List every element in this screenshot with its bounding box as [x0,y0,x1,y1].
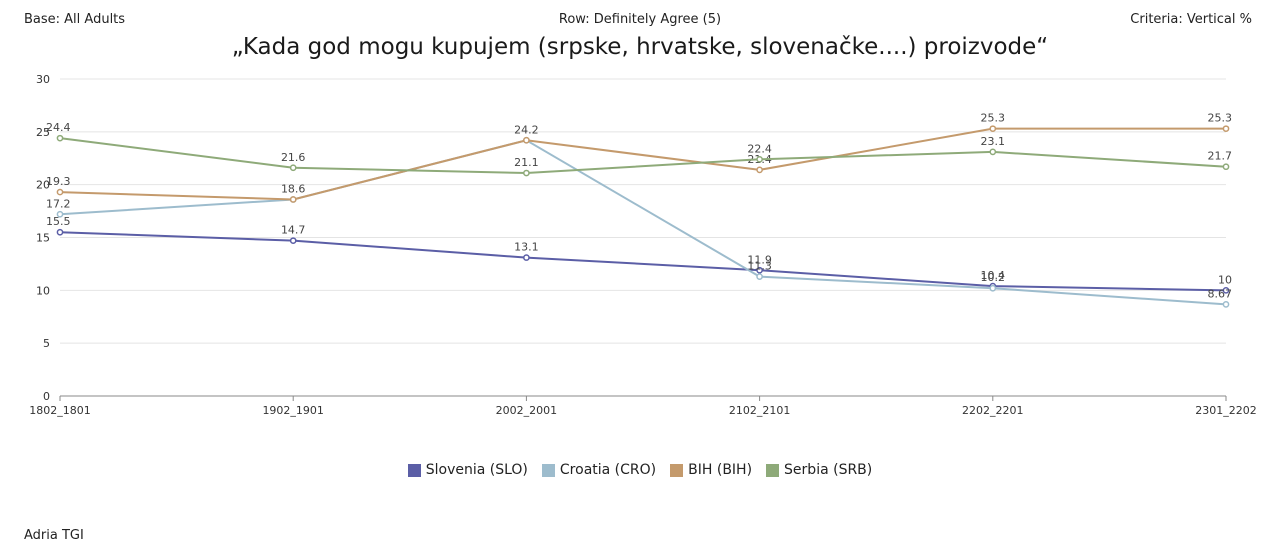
data-point-slovenia-slo [523,254,530,261]
chart-title: „Kada god mogu kupujem (srpske, hrvatske… [231,34,1049,60]
criteria-label: Criteria: Vertical % [1130,12,1252,27]
y-tick-label: 5 [43,337,50,350]
series-line-serbia-srb [59,137,1227,175]
data-point-serbia-srb [56,134,64,142]
x-tick-label: 1802_1801 [29,404,91,417]
legend-swatch [541,463,555,477]
x-tick-label: 2301_2202 [1195,404,1257,417]
data-point-bih-bih [523,136,530,144]
data-label-slovenia-slo: 15.5 [46,215,71,228]
x-tick-label: 2102_2101 [729,404,791,417]
data-point-serbia-srb [1222,163,1230,171]
chart-legend: Slovenia (SLO) Croatia (CRO) BIH (BIH) Serb… [0,462,1280,478]
data-label-serbia-srb: 22.4 [747,142,772,155]
data-point-bih-bih [56,188,64,196]
data-point-croatia-cro [56,210,64,218]
data-label-slovenia-slo: 10 [1218,273,1232,286]
data-point-croatia-cro [989,284,997,292]
data-label-bih-bih: 25.3 [981,112,1006,125]
legend-item[interactable]: BIH (BIH) [670,462,752,478]
base-label: Base: All Adults [24,12,126,27]
data-label-serbia-srb: 21.6 [281,151,306,164]
data-label-serbia-srb: 21.1 [514,156,539,169]
x-tick-label: 2002_2001 [496,404,558,417]
y-tick-label: 10 [36,284,50,297]
y-tick-label: 20 [36,179,50,192]
legend-swatch [766,463,780,477]
data-point-bih-bih [1222,125,1230,133]
legend-label: Serbia (SRB) [784,462,873,478]
data-point-serbia-srb [756,155,763,163]
legend-label: Croatia (CRO) [559,462,657,478]
data-label-serbia-srb: 24.4 [46,121,71,134]
data-label-croatia-cro: 8.67 [1208,287,1233,300]
data-point-slovenia-slo [756,266,763,274]
data-label-bih-bih: 25.3 [1208,112,1233,125]
data-label-slovenia-slo: 11.9 [747,253,772,266]
legend-item[interactable]: Slovenia (SLO) [407,462,528,478]
data-label-croatia-cro: 11.3 [747,260,772,273]
data-point-slovenia-slo [289,237,297,245]
data-point-serbia-srb [289,164,297,172]
legend-item[interactable]: Croatia (CRO) [541,462,657,478]
data-label-bih-bih: 18.6 [281,182,306,195]
line-chart: 0 5 10 15 20 25 30 1802_1801 1902_1901 2002_2001 2… [29,73,1257,417]
data-label-croatia-cro: 17.2 [46,197,71,210]
data-point-croatia-cro [1222,301,1230,308]
data-label-bih-bih: 24.2 [514,123,539,136]
data-point-croatia-cro [756,273,763,280]
series-line-slovenia-slo [59,231,1227,292]
legend-label: BIH (BIH) [688,462,753,478]
series-line-croatia-cro [59,139,1227,306]
data-label-serbia-srb: 21.7 [1208,150,1233,163]
y-tick-label: 0 [43,390,50,403]
data-label-slovenia-slo: 13.1 [514,241,539,254]
legend-label: Slovenia (SLO) [425,462,528,478]
legend-swatch [670,463,684,477]
data-point-bih-bih [989,125,997,133]
x-tick-label: 1902_1901 [262,404,324,417]
data-label-slovenia-slo: 10.4 [981,269,1006,282]
series-line-bih-bih [59,127,1226,201]
data-label-serbia-srb: 23.1 [981,135,1006,148]
data-point-serbia-srb [989,148,997,156]
row-label: Row: Definitely Agree (5) [558,12,722,27]
data-point-bih-bih [289,196,297,203]
y-tick-label: 30 [36,73,50,86]
data-label-slovenia-slo: 14.7 [281,224,306,237]
y-tick-label: 15 [36,232,50,245]
data-point-slovenia-slo [56,228,64,236]
source-label: Adria TGI [24,528,84,543]
y-tick-label: 25 [36,126,50,139]
legend-item[interactable]: Serbia (SRB) [766,462,872,478]
data-point-bih-bih [756,166,763,174]
x-tick-label: 2202_2201 [962,404,1024,417]
data-label-croatia-cro: 10.2 [981,271,1006,284]
data-label-bih-bih: 19.3 [46,175,71,188]
data-point-serbia-srb [523,169,530,177]
legend-swatch [407,463,421,477]
data-point-slovenia-slo [1222,286,1230,294]
